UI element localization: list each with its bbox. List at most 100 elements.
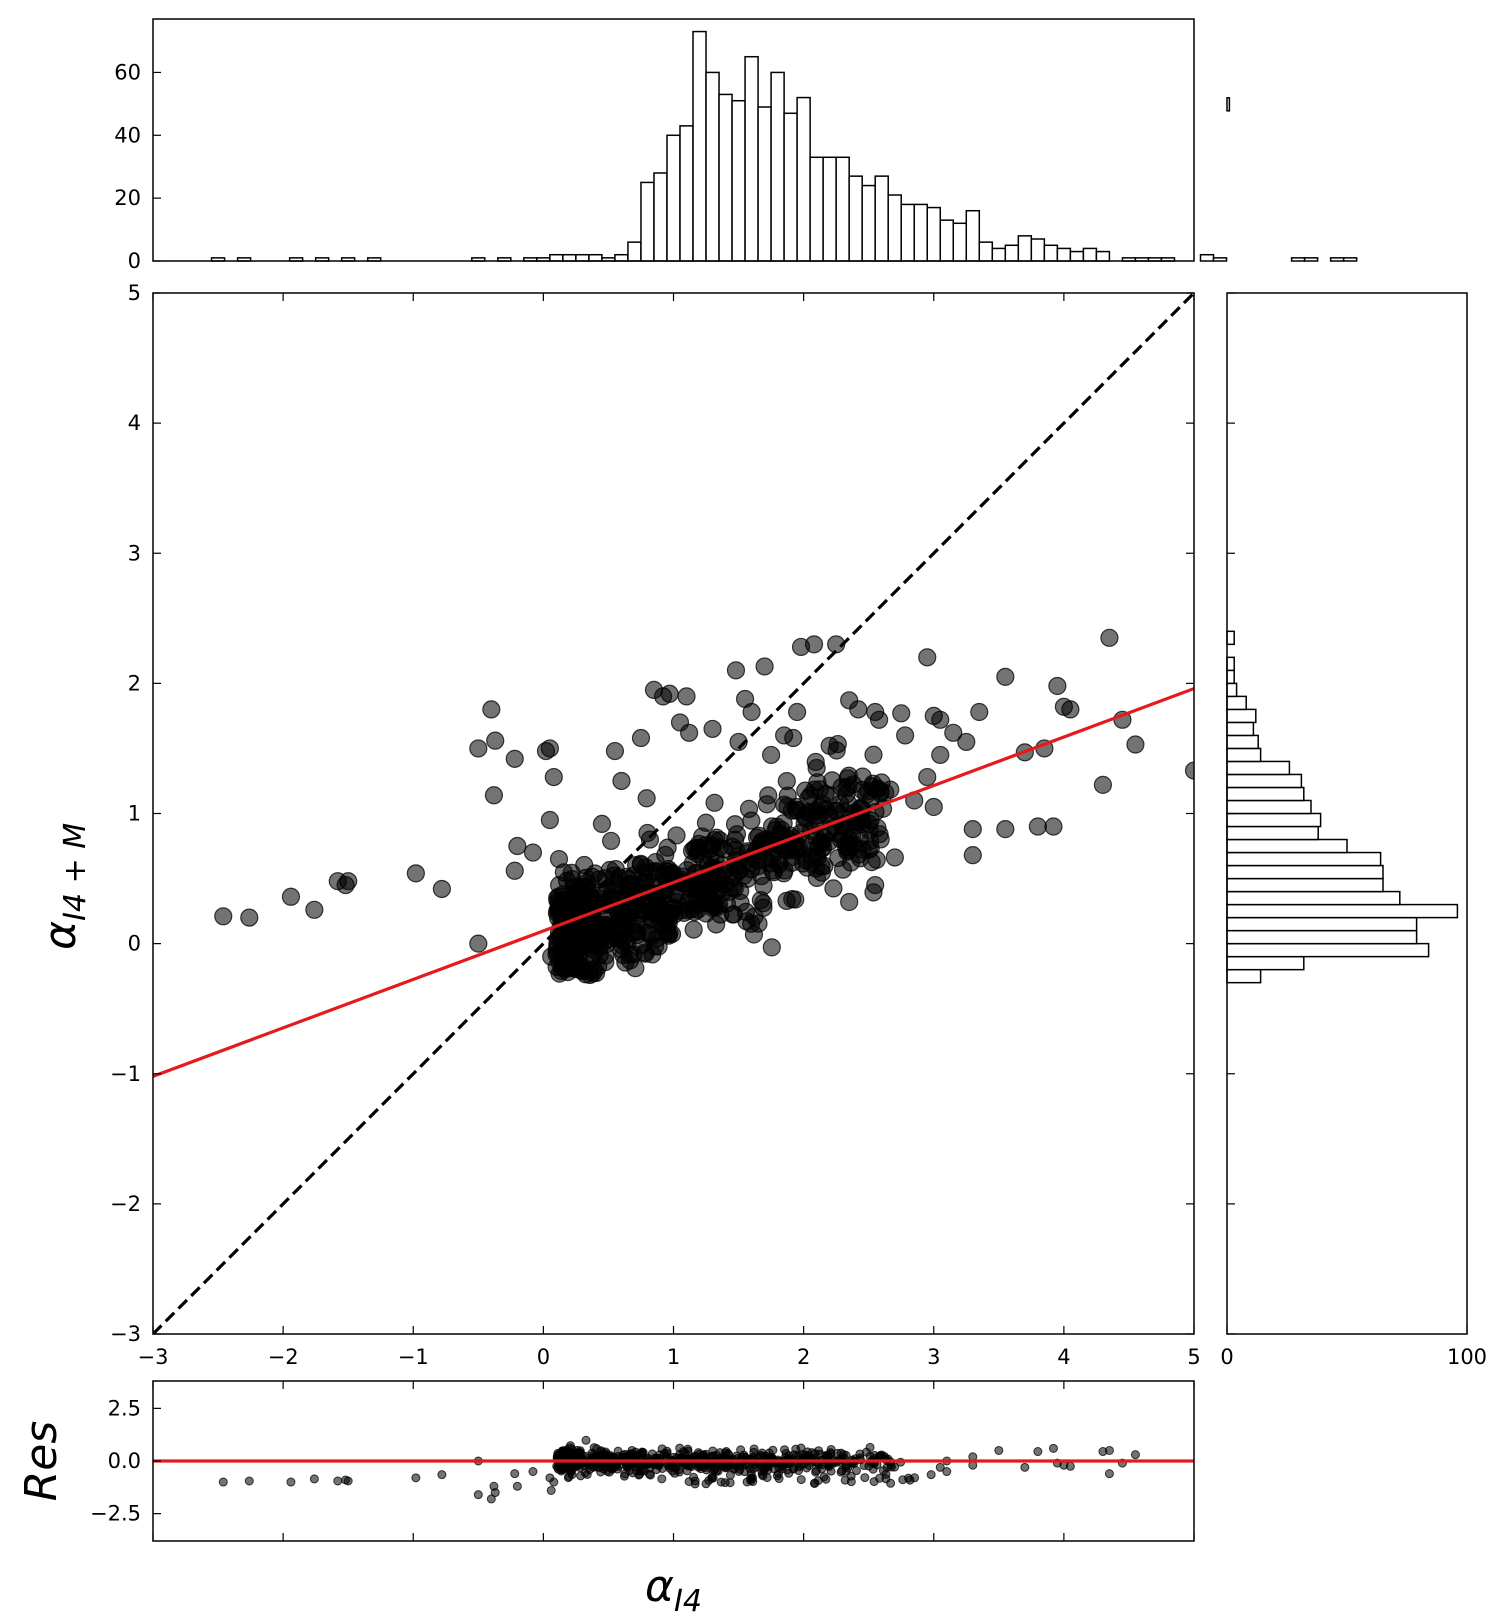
scatter-point [557,951,576,971]
scatter-point [726,661,746,680]
residual-point [782,1465,792,1475]
main-frame [152,292,1195,1335]
residual-point [581,1435,591,1445]
histogram-bar [1226,825,1319,841]
histogram-bar [796,96,811,262]
y-tick-label: 0 [128,249,141,273]
residual-point [644,1469,654,1479]
scatter-point [544,767,563,787]
scatter-point [864,745,883,764]
scatter-point [550,876,569,895]
residual-point [619,1471,629,1481]
scatter-point [631,728,651,748]
residual-point [774,1468,784,1478]
scatter-point [542,947,561,966]
scatter-point [807,801,827,820]
histogram-bar [783,112,798,262]
histogram-bar [1017,235,1033,262]
residual-point [1130,1450,1140,1460]
x-tick-label: 100 [1447,1345,1487,1369]
histogram-bar [1226,682,1238,698]
scatter-point [677,687,696,706]
histogram-bar [1030,238,1046,262]
scatter-point [852,780,872,800]
residual-point [859,1461,869,1471]
histogram-bar [1226,773,1303,789]
main-y-ticks: −3 −2 −1 0 1 2 3 4 5 [110,281,1194,1346]
scatter-point [585,961,604,980]
scatter-point [944,723,963,742]
histogram-bar [835,156,850,262]
histogram-bar [549,253,564,262]
residual-point [721,1447,731,1457]
residual-point [437,1470,447,1480]
histogram-bar [1004,244,1020,262]
histogram-bar [757,106,772,262]
scatter-point [626,959,645,978]
histogram-bar [1226,838,1348,854]
right-histogram-frame [1226,292,1468,1335]
scatter-point [918,767,937,787]
scatter-point [710,838,729,857]
scatter-point [605,741,625,761]
residual-point [510,1469,520,1479]
residual-point [657,1474,667,1484]
residual-point [218,1477,228,1487]
scatter-point [723,905,742,924]
y-tick-label: 3 [128,541,141,565]
right-histogram-x-ticks: 0 100 [1220,1326,1487,1369]
scatter-point [892,704,911,723]
residual-point [826,1449,836,1459]
histogram-bar [1226,721,1255,737]
scatter-points [214,628,1194,985]
x-tick-label: −3 [138,1345,169,1369]
residual-point [607,1464,617,1474]
histogram-bar [692,30,707,262]
residual-point [810,1478,820,1488]
scatter-point [339,872,358,891]
histogram-bar [614,253,629,262]
scatter-point [815,856,834,875]
y-tick-label: 5 [128,281,141,305]
scatter-point [931,710,950,729]
histogram-bar [1226,916,1418,932]
residual-point [546,1485,556,1495]
histogram-bar [1226,747,1262,763]
scatter-point [783,890,802,909]
residual-point [869,1477,879,1487]
scatter-point [614,946,633,965]
top-histogram-frame [152,18,1195,262]
y-tick-label: −2 [110,1192,141,1216]
residual-point [994,1445,1004,1455]
scatter-point [643,945,662,964]
scatter-point [963,846,982,865]
x-axis-title-text: αI4 [645,1561,702,1617]
scatter-point [754,898,773,917]
residual-point [333,1476,343,1486]
scatter-point [812,839,831,858]
histogram-bar [1226,942,1430,958]
histogram-bar [1082,247,1098,262]
main-y-axis-title: αI4 + M [35,823,93,950]
y-tick-label: 2.5 [108,1396,141,1420]
residual-point [601,1447,611,1457]
scatter-point [540,739,559,758]
scatter-point [703,719,722,739]
y-tick-label: 1 [128,802,141,826]
residual-point [811,1467,821,1477]
scatter-point [727,825,747,844]
histogram-bar [731,99,746,262]
histogram-bar [1226,877,1384,893]
scatter-point [838,769,857,788]
main-x-ticks: −3 −2 −1 0 1 2 3 4 5 [138,293,1201,1369]
histogram-bar [1226,903,1459,919]
residual-point [528,1467,538,1477]
residual-y-ticks: −2.5 0.0 2.5 [90,1396,161,1526]
scatter-point [793,839,812,858]
main-scatter-panel: −3 −2 −1 0 1 2 3 4 5 −3 −2 −1 0 1 2 3 4 5 αI4 + M [35,281,1201,1369]
scatter-point [963,820,982,839]
histogram-bar [1226,760,1291,776]
scatter-point [505,749,524,768]
scatter-point [840,892,859,912]
